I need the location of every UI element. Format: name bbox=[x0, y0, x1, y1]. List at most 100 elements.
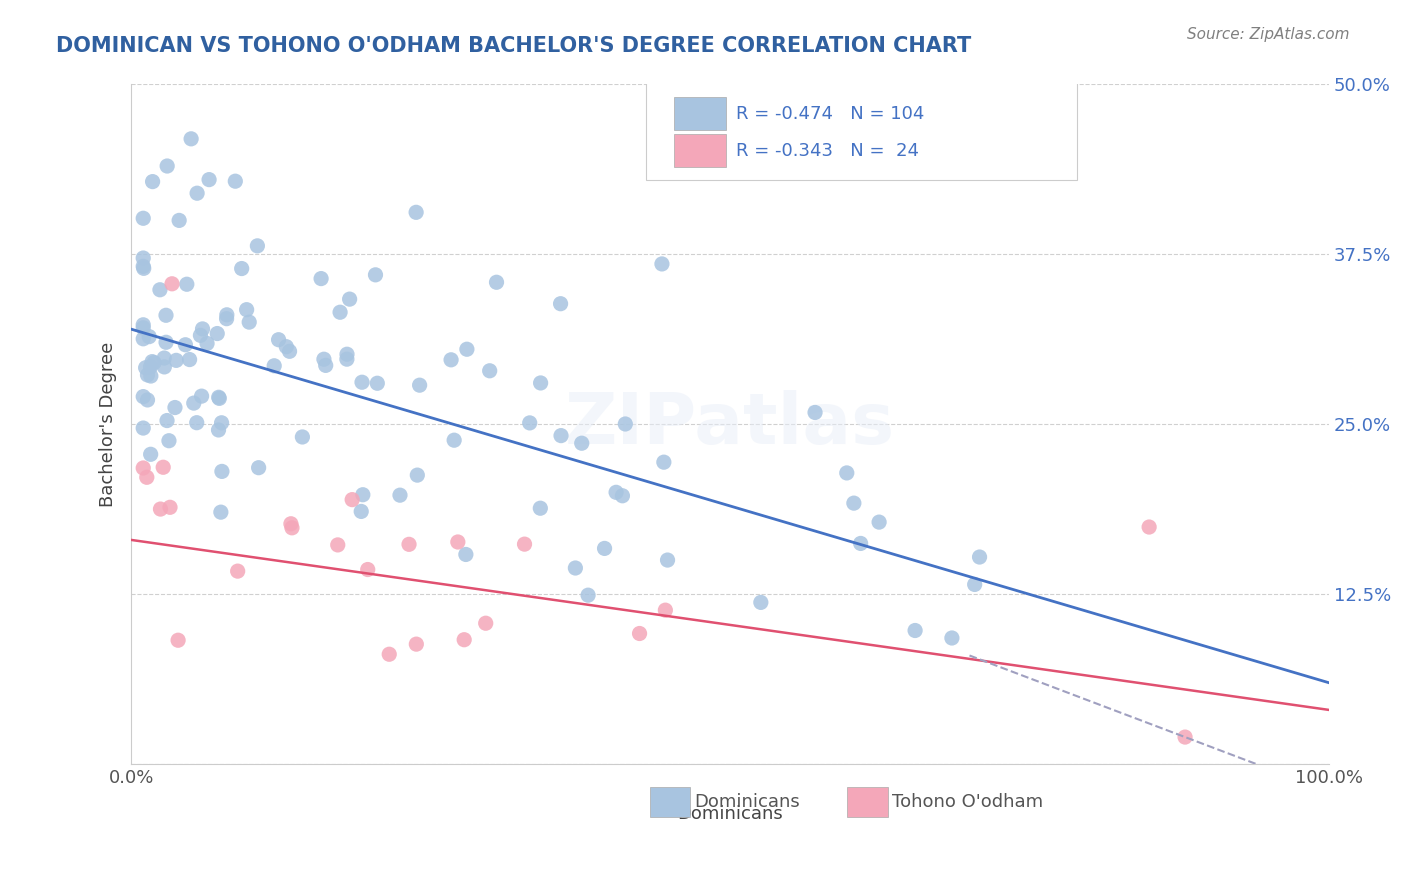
Dominicans bbox=[312, 352, 335, 367]
Tohono O'odham bbox=[1174, 730, 1197, 744]
Dominicans bbox=[868, 515, 890, 529]
Dominicans bbox=[191, 322, 214, 336]
Point bbox=[156, 159, 179, 173]
Dominicans bbox=[207, 326, 229, 341]
Dominicans bbox=[215, 311, 238, 326]
Dominicans bbox=[364, 268, 387, 282]
Point bbox=[198, 172, 221, 186]
Dominicans bbox=[142, 175, 165, 189]
Dominicans bbox=[143, 356, 166, 370]
Tohono O'odham bbox=[149, 502, 172, 516]
FancyBboxPatch shape bbox=[673, 96, 727, 130]
Dominicans bbox=[842, 496, 865, 510]
Dominicans bbox=[139, 359, 162, 374]
Dominicans bbox=[179, 352, 201, 367]
Dominicans bbox=[208, 390, 231, 404]
Dominicans bbox=[652, 455, 675, 469]
Dominicans bbox=[963, 577, 986, 591]
Dominicans bbox=[478, 364, 501, 378]
Dominicans bbox=[530, 376, 553, 390]
Dominicans bbox=[849, 536, 872, 550]
Tohono O'odham bbox=[447, 535, 470, 549]
Dominicans bbox=[904, 624, 927, 638]
Dominicans bbox=[408, 378, 430, 392]
Dominicans bbox=[174, 337, 197, 351]
Text: Dominicans: Dominicans bbox=[695, 793, 800, 811]
Dominicans bbox=[138, 329, 160, 343]
Dominicans bbox=[141, 354, 163, 368]
Dominicans bbox=[352, 488, 374, 502]
Dominicans bbox=[485, 275, 508, 289]
Dominicans bbox=[132, 320, 155, 334]
Dominicans bbox=[183, 396, 205, 410]
Tohono O'odham bbox=[132, 461, 155, 475]
Dominicans bbox=[211, 464, 233, 478]
Tohono O'odham bbox=[167, 633, 190, 648]
Tohono O'odham bbox=[1137, 520, 1160, 534]
Dominicans bbox=[132, 251, 155, 265]
Dominicans bbox=[550, 428, 572, 442]
Dominicans bbox=[132, 211, 155, 226]
Dominicans bbox=[132, 332, 155, 346]
Text: DOMINICAN VS TOHONO O'ODHAM BACHELOR'S DEGREE CORRELATION CHART: DOMINICAN VS TOHONO O'ODHAM BACHELOR'S D… bbox=[56, 36, 972, 55]
Dominicans bbox=[224, 174, 246, 188]
Text: Source: ZipAtlas.com: Source: ZipAtlas.com bbox=[1187, 27, 1350, 42]
Dominicans bbox=[749, 595, 772, 609]
Tohono O'odham bbox=[453, 632, 475, 647]
Tohono O'odham bbox=[152, 460, 174, 475]
Dominicans bbox=[276, 340, 298, 354]
Dominicans bbox=[231, 261, 253, 276]
Dominicans bbox=[440, 352, 463, 367]
Dominicans bbox=[263, 359, 285, 373]
Dominicans bbox=[132, 261, 155, 276]
Dominicans bbox=[215, 308, 238, 322]
Dominicans bbox=[165, 353, 187, 368]
Dominicans bbox=[388, 488, 411, 502]
Dominicans bbox=[157, 434, 180, 448]
Tohono O'odham bbox=[326, 538, 349, 552]
Dominicans bbox=[190, 389, 212, 403]
Dominicans bbox=[208, 392, 231, 406]
Tohono O'odham bbox=[405, 637, 427, 651]
Dominicans bbox=[186, 416, 208, 430]
Tohono O'odham bbox=[398, 537, 420, 551]
Dominicans bbox=[336, 347, 359, 361]
Point bbox=[167, 213, 190, 227]
Dominicans bbox=[941, 631, 963, 645]
Dominicans bbox=[153, 351, 176, 365]
Dominicans bbox=[406, 468, 429, 483]
Dominicans bbox=[163, 401, 186, 415]
FancyBboxPatch shape bbox=[647, 78, 1077, 179]
Dominicans bbox=[291, 430, 314, 444]
Point bbox=[186, 186, 208, 201]
Dominicans bbox=[247, 460, 270, 475]
Dominicans bbox=[350, 504, 373, 518]
Dominicans bbox=[835, 466, 858, 480]
Tohono O'odham bbox=[159, 500, 181, 515]
Dominicans bbox=[612, 489, 634, 503]
Dominicans bbox=[149, 283, 172, 297]
Dominicans bbox=[350, 376, 373, 390]
Text: R = -0.343   N =  24: R = -0.343 N = 24 bbox=[735, 142, 920, 160]
Tohono O'odham bbox=[513, 537, 536, 551]
Dominicans bbox=[651, 257, 673, 271]
Dominicans bbox=[153, 359, 176, 374]
Dominicans bbox=[190, 328, 212, 343]
Dominicans bbox=[207, 423, 229, 437]
Dominicans bbox=[132, 318, 155, 332]
Dominicans bbox=[339, 292, 361, 306]
Dominicans bbox=[136, 368, 159, 382]
Dominicans bbox=[135, 360, 157, 375]
Dominicans bbox=[614, 417, 637, 431]
Tohono O'odham bbox=[378, 647, 401, 661]
Dominicans bbox=[267, 333, 290, 347]
Dominicans bbox=[657, 553, 679, 567]
Dominicans bbox=[454, 548, 477, 562]
Dominicans bbox=[969, 549, 991, 564]
Dominicans bbox=[235, 302, 257, 317]
Dominicans bbox=[238, 315, 260, 329]
Dominicans bbox=[329, 305, 352, 319]
Dominicans bbox=[139, 447, 162, 461]
Tohono O'odham bbox=[280, 516, 302, 531]
Dominicans bbox=[309, 271, 332, 285]
